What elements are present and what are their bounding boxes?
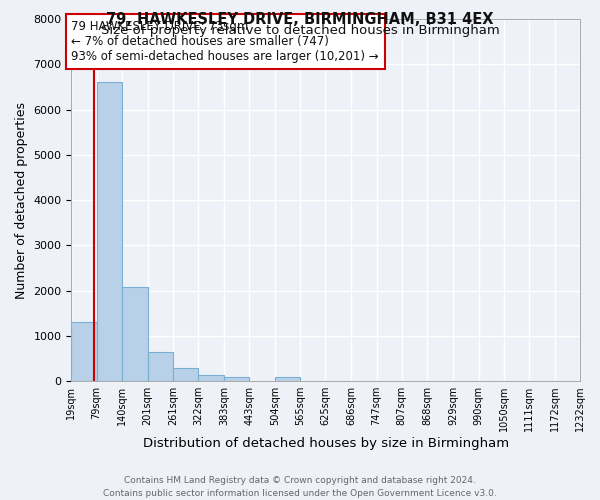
Text: 79 HAWKESLEY DRIVE: 73sqm
← 7% of detached houses are smaller (747)
93% of semi-: 79 HAWKESLEY DRIVE: 73sqm ← 7% of detach… [71,20,379,63]
Bar [148,352,173,381]
Bar [275,376,301,381]
Bar [97,82,122,381]
Bar [199,374,224,381]
Text: Contains HM Land Registry data © Crown copyright and database right 2024.
Contai: Contains HM Land Registry data © Crown c… [103,476,497,498]
Bar [224,376,249,381]
Y-axis label: Number of detached properties: Number of detached properties [15,102,28,298]
Bar [122,287,148,381]
Bar [71,322,97,381]
X-axis label: Distribution of detached houses by size in Birmingham: Distribution of detached houses by size … [143,437,509,450]
Bar [173,368,199,381]
Text: 79, HAWKESLEY DRIVE, BIRMINGHAM, B31 4EX: 79, HAWKESLEY DRIVE, BIRMINGHAM, B31 4EX [106,12,494,28]
Text: Size of property relative to detached houses in Birmingham: Size of property relative to detached ho… [101,24,499,37]
